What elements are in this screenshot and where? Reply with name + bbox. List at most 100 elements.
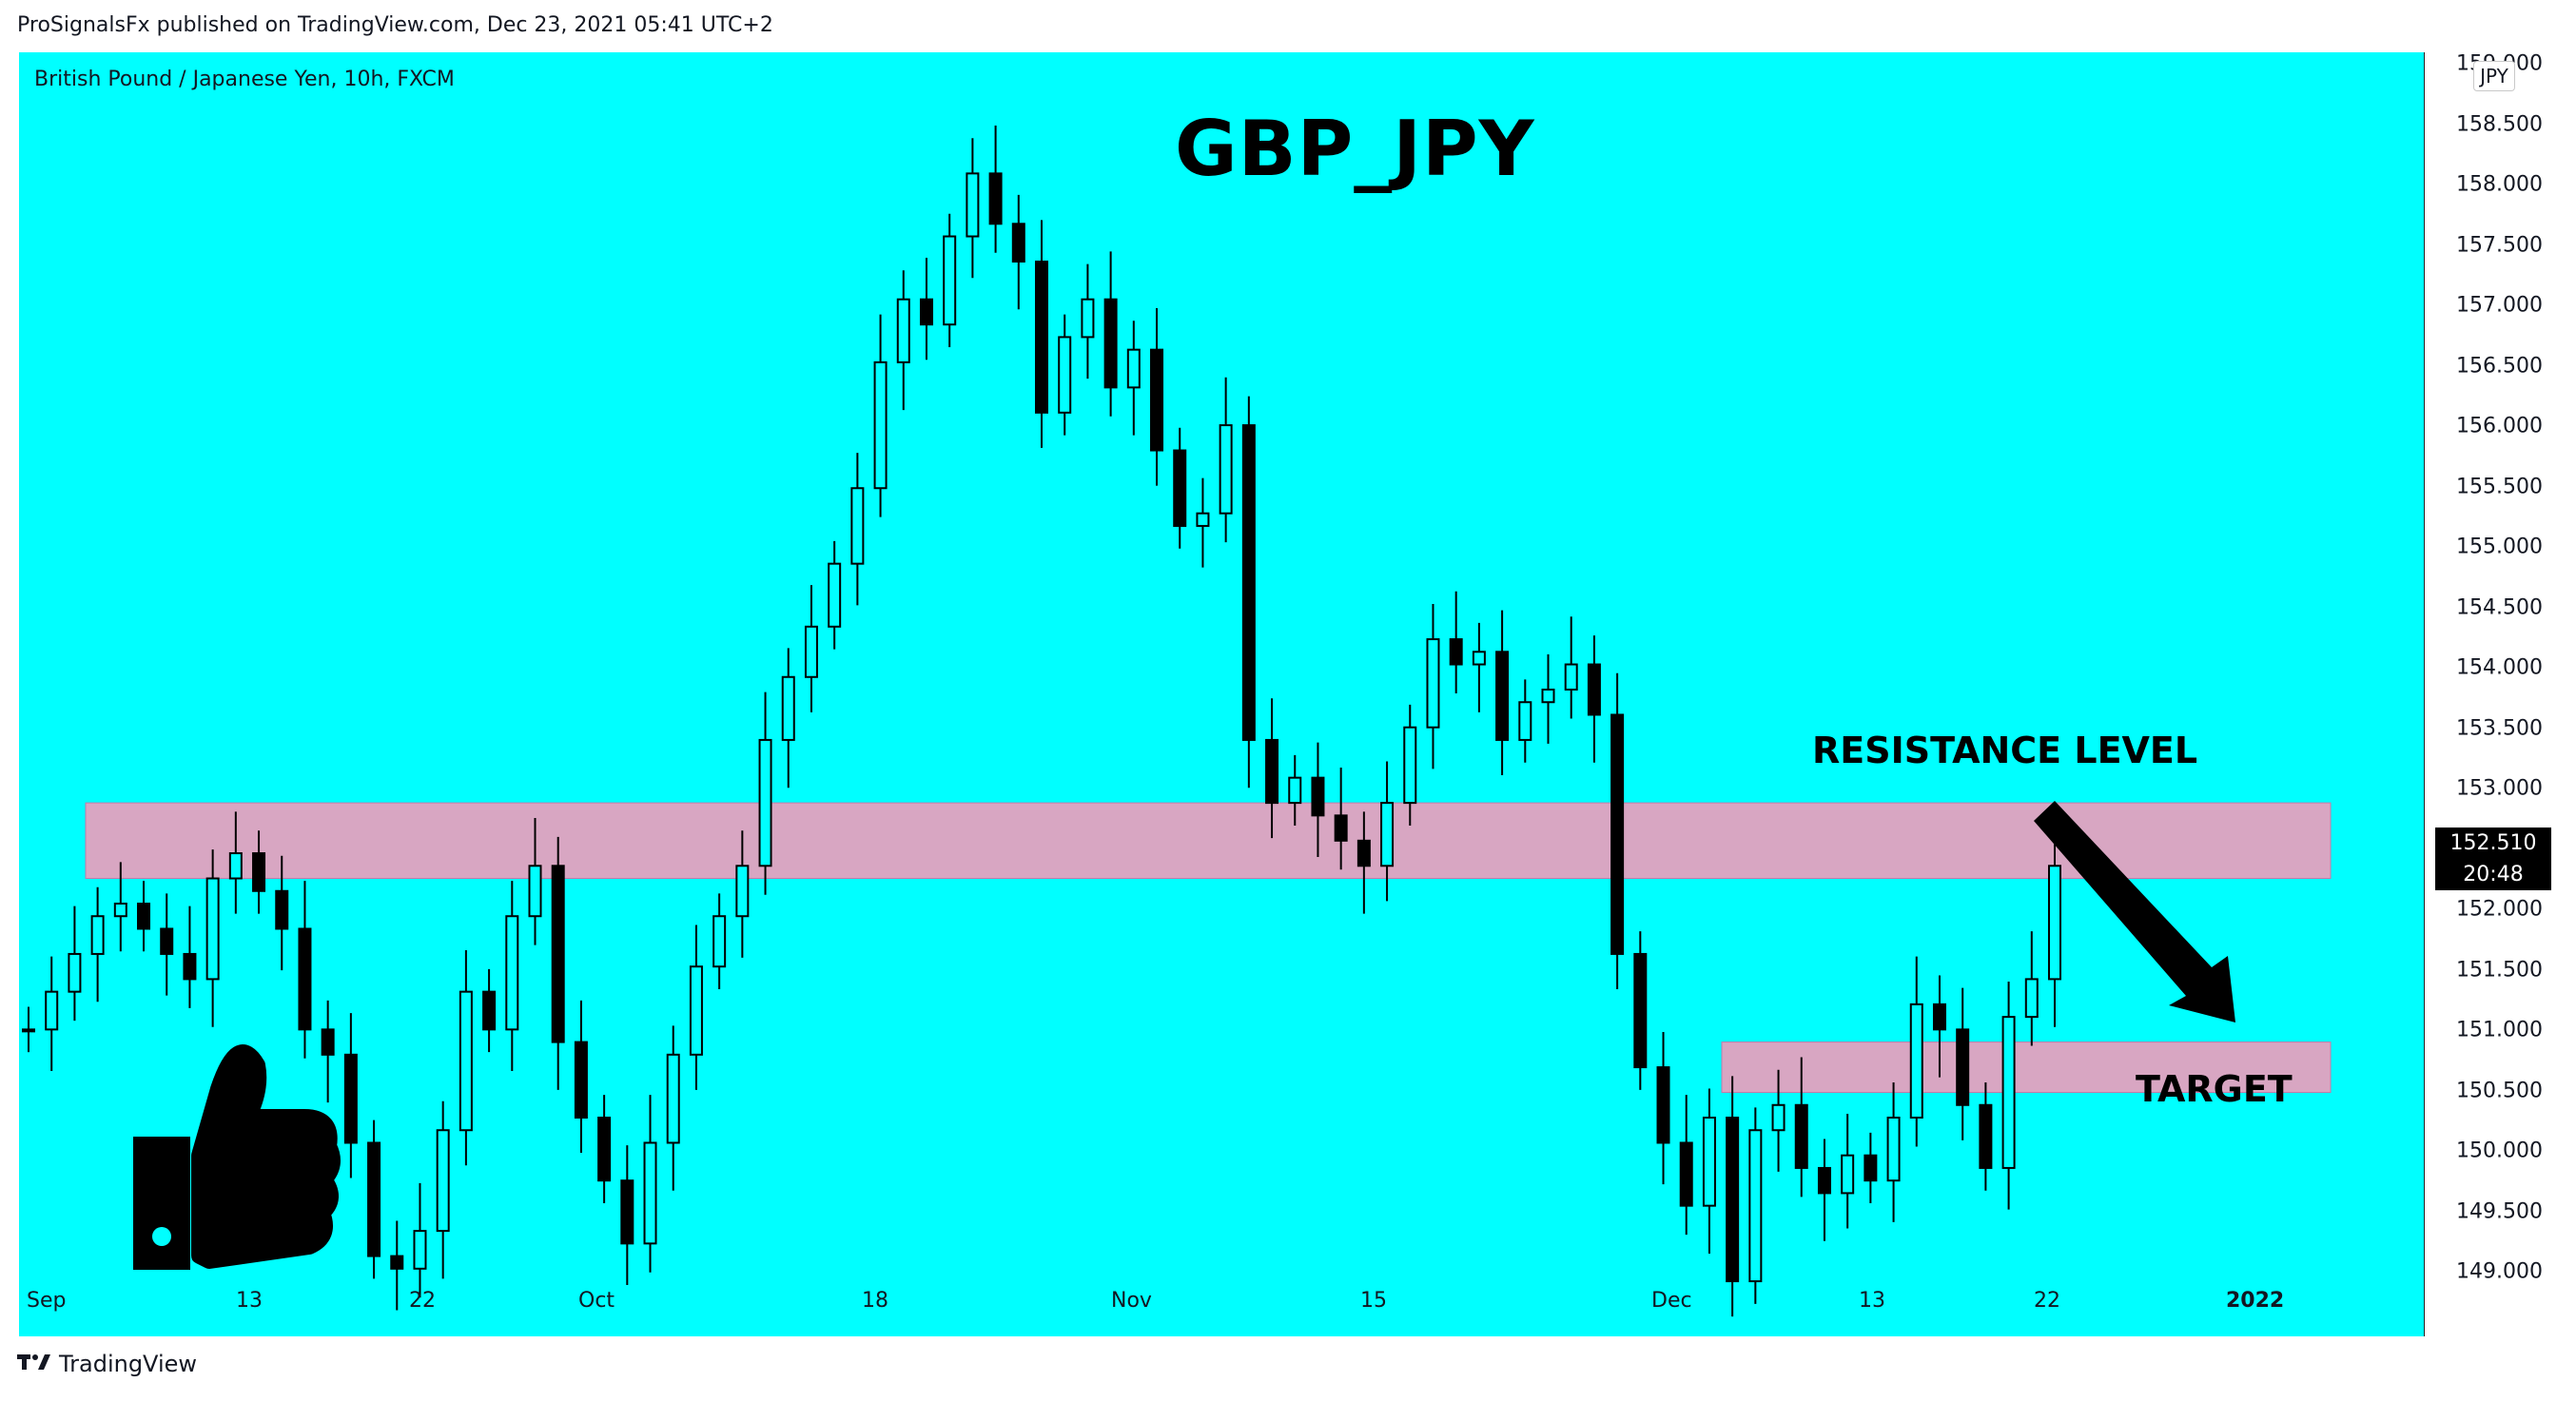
x-tick: 22 [409, 1289, 436, 1313]
candle-body [1564, 663, 1578, 691]
y-tick: 150.500 [2456, 1079, 2543, 1103]
candle-body [321, 1028, 335, 1056]
last-price: 152.510 [2449, 831, 2537, 855]
candle-body [390, 1255, 404, 1270]
candle-body [160, 927, 174, 955]
footer-brand[interactable]: TradingView [17, 1351, 197, 1377]
candle-body [1126, 348, 1141, 389]
candle-body [1886, 1117, 1901, 1182]
candle-body [1058, 336, 1072, 414]
candle-body [1011, 223, 1025, 263]
candle-body [298, 927, 312, 1031]
candle-body [1103, 298, 1118, 389]
candle-body [459, 990, 473, 1132]
candle-body [943, 235, 957, 326]
candle-body [643, 1141, 657, 1245]
candle-body [804, 625, 818, 678]
y-tick: 156.500 [2456, 354, 2543, 379]
candle-body [1219, 424, 1233, 515]
candle-body [712, 915, 727, 968]
zone-1 [1721, 1042, 2332, 1094]
x-tick: 2022 [2226, 1289, 2285, 1313]
y-tick: 154.000 [2456, 655, 2543, 680]
y-tick: 149.500 [2456, 1199, 2543, 1224]
candle-body [689, 965, 703, 1056]
candle-body [205, 877, 220, 981]
y-tick: 153.000 [2456, 776, 2543, 801]
candle-body [1864, 1154, 1878, 1182]
down-arrow-icon [2034, 801, 2235, 1022]
candlestick-plot [22, 126, 2332, 1317]
candle-body [1656, 1066, 1670, 1144]
candle-body [22, 1028, 35, 1033]
x-tick: 13 [1859, 1289, 1885, 1313]
candle-body [1679, 1141, 1693, 1207]
candle-body [1633, 952, 1648, 1069]
y-tick: 154.500 [2456, 595, 2543, 620]
chart-title: GBP_JPY [1175, 105, 1535, 193]
target-label: TARGET [2136, 1068, 2293, 1110]
candle-body [252, 852, 266, 892]
y-tick: 149.000 [2456, 1259, 2543, 1284]
candle-body [896, 298, 910, 363]
candle-body [2024, 978, 2039, 1019]
candle-body [137, 903, 151, 930]
x-tick: 15 [1360, 1289, 1387, 1313]
price-axis[interactable]: 159.000 158.500 158.000 157.500 157.000 … [2424, 52, 2558, 1336]
x-tick: Oct [578, 1289, 615, 1313]
candle-body [735, 865, 750, 918]
candle-body [1449, 638, 1463, 666]
thumbs-up-icon [95, 1013, 342, 1302]
candle-body [183, 952, 197, 981]
candle-body [1541, 689, 1555, 704]
candle-body [1288, 776, 1302, 805]
candle-body [1081, 298, 1095, 339]
candle-body [113, 903, 127, 918]
candle-body [413, 1230, 427, 1270]
candle-body [988, 172, 1003, 225]
currency-badge[interactable]: JPY [2473, 61, 2515, 91]
candle-body [1173, 449, 1187, 527]
last-price-tag: 152.510 20:48 [2435, 828, 2551, 890]
candle-body [1241, 424, 1256, 741]
candle-body [1356, 839, 1371, 867]
candle-body [1311, 776, 1325, 817]
candle-body [68, 952, 82, 993]
candle-body [90, 915, 105, 955]
y-tick: 151.500 [2456, 958, 2543, 983]
candle-body [873, 360, 888, 490]
candle-body [1748, 1129, 1763, 1283]
candle-body [919, 298, 933, 326]
y-tick: 153.500 [2456, 716, 2543, 741]
candle-body [367, 1141, 381, 1257]
x-tick: Dec [1651, 1289, 1692, 1313]
candle-body [1702, 1117, 1716, 1207]
y-tick: 156.000 [2456, 414, 2543, 438]
candle-body [1334, 814, 1348, 842]
candle-body [781, 675, 795, 741]
candle-body [45, 990, 59, 1031]
candle-body [1794, 1103, 1808, 1169]
candle-body [597, 1117, 612, 1182]
candle-body [482, 990, 497, 1031]
candle-body [1841, 1154, 1855, 1195]
candle-body [275, 889, 289, 930]
resistance-label: RESISTANCE LEVEL [1812, 730, 2198, 771]
candle-body [1426, 638, 1440, 729]
candle-body [1956, 1028, 1970, 1106]
candle-body [1771, 1103, 1786, 1132]
candle-body [1817, 1166, 1831, 1195]
candle-body [1610, 713, 1625, 955]
candle-body [1518, 701, 1532, 741]
y-tick: 158.000 [2456, 172, 2543, 197]
candle-body [574, 1041, 588, 1120]
x-tick: 18 [862, 1289, 888, 1313]
bar-countdown: 20:48 [2463, 863, 2524, 886]
y-tick: 157.500 [2456, 233, 2543, 258]
chart-plot-area[interactable]: British Pound / Japanese Yen, 10h, FXCM … [19, 52, 2424, 1336]
candle-body [436, 1129, 450, 1233]
candle-body [1403, 726, 1417, 805]
y-tick: 151.000 [2456, 1018, 2543, 1042]
candle-body [1932, 1003, 1946, 1031]
candle-body [1979, 1103, 1993, 1169]
